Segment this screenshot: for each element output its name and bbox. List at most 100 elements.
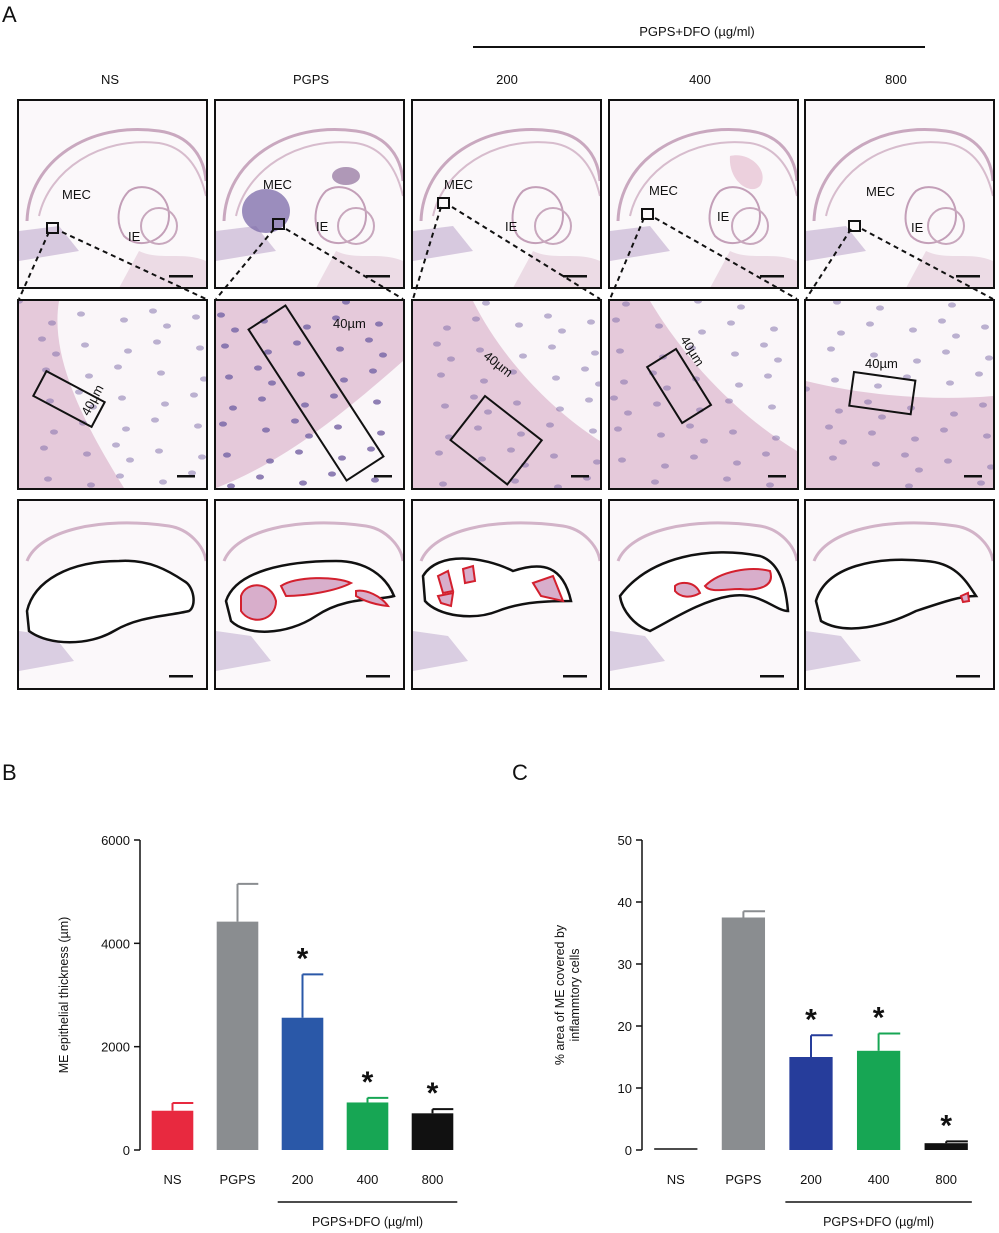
overview-image-pgps bbox=[214, 99, 405, 289]
scale-bar bbox=[169, 675, 193, 678]
x-tick-label: PGPS bbox=[725, 1172, 761, 1187]
ie-label-800: IE bbox=[911, 220, 924, 235]
y-tick-label: 0 bbox=[123, 1143, 130, 1158]
significance-star: * bbox=[805, 1003, 817, 1036]
x-axis-label: PGPS+DFO (µg/ml) bbox=[312, 1215, 423, 1229]
region-box bbox=[848, 220, 861, 232]
scale-bar bbox=[177, 475, 195, 478]
scale-bar bbox=[374, 475, 392, 478]
bar bbox=[924, 1143, 968, 1150]
scale-bar bbox=[768, 475, 786, 478]
scale-bar bbox=[563, 275, 587, 278]
significance-star: * bbox=[940, 1109, 952, 1142]
x-axis-label: PGPS+DFO (µg/ml) bbox=[823, 1215, 934, 1229]
x-tick-label: 800 bbox=[935, 1172, 957, 1187]
col-header-800: 800 bbox=[885, 72, 907, 87]
panel-label-a: A bbox=[2, 2, 17, 27]
scale-bar bbox=[956, 275, 980, 278]
y-tick-label: 4000 bbox=[101, 936, 130, 951]
zoom-image-ns bbox=[17, 299, 208, 490]
ie-label-200: IE bbox=[505, 219, 518, 234]
x-tick-label: 200 bbox=[292, 1172, 314, 1187]
y-tick-label: 40 bbox=[618, 895, 632, 910]
thickness-box bbox=[449, 394, 544, 486]
region-box bbox=[272, 218, 285, 230]
scale-bar bbox=[956, 675, 980, 678]
y-tick-label: 6000 bbox=[101, 833, 130, 848]
panel-a-group-line bbox=[473, 46, 925, 48]
measure-label-800: 40µm bbox=[865, 356, 898, 371]
ie-label-ns: IE bbox=[128, 229, 141, 244]
y-axis-label: ME epithelial thickness (µm) bbox=[57, 917, 71, 1074]
thickness-box bbox=[848, 370, 917, 416]
mec-label-800: MEC bbox=[866, 184, 895, 199]
significance-star: * bbox=[362, 1066, 374, 1099]
significance-star: * bbox=[427, 1077, 439, 1110]
y-tick-label: 50 bbox=[618, 833, 632, 848]
bar bbox=[216, 921, 259, 1150]
bar bbox=[721, 917, 766, 1150]
zoom-image-200 bbox=[411, 299, 602, 490]
y-axis-label: inflammtory cells bbox=[568, 948, 582, 1041]
ie-label-pgps: IE bbox=[316, 219, 329, 234]
chart-b: 0 2000 4000 6000 ME epithelial thickness (µm… bbox=[57, 833, 458, 1229]
panel-label-b: B bbox=[2, 760, 17, 785]
col-header-200: 200 bbox=[496, 72, 518, 87]
x-tick-label: 800 bbox=[422, 1172, 444, 1187]
outline-image-pgps bbox=[214, 499, 405, 690]
significance-star: * bbox=[297, 942, 309, 975]
outline-image-200 bbox=[411, 499, 602, 690]
y-tick-label: 30 bbox=[618, 957, 632, 972]
overview-image-800 bbox=[804, 99, 995, 289]
scale-bar bbox=[366, 275, 390, 278]
chart-c: 0 10 20 30 40 50 % area of ME covered by inflam… bbox=[553, 833, 972, 1229]
overview-image-400 bbox=[608, 99, 799, 289]
mec-label-200: MEC bbox=[444, 177, 473, 192]
bar bbox=[281, 1017, 324, 1150]
thickness-box bbox=[645, 347, 713, 425]
y-tick-label: 0 bbox=[625, 1143, 632, 1158]
scale-bar bbox=[571, 475, 589, 478]
ie-label-400: IE bbox=[717, 209, 730, 224]
mec-label-400: MEC bbox=[649, 183, 678, 198]
mec-label-pgps: MEC bbox=[263, 177, 292, 192]
col-header-400: 400 bbox=[689, 72, 711, 87]
thickness-box bbox=[31, 369, 107, 429]
outline-image-ns bbox=[17, 499, 208, 690]
significance-star: * bbox=[873, 1001, 885, 1034]
panel-label-c: C bbox=[512, 760, 528, 785]
x-tick-label: NS bbox=[163, 1172, 181, 1187]
y-axis-label: % area of ME covered by bbox=[553, 924, 567, 1065]
y-tick-label: 2000 bbox=[101, 1040, 130, 1055]
measure-label-pgps: 40µm bbox=[333, 316, 366, 331]
overview-image-200 bbox=[411, 99, 602, 289]
x-tick-label: 200 bbox=[800, 1172, 822, 1187]
zoom-connectors bbox=[18, 206, 994, 300]
zoom-image-pgps bbox=[214, 299, 405, 490]
y-tick-label: 10 bbox=[618, 1081, 632, 1096]
scale-bar bbox=[366, 675, 390, 678]
zoom-image-800 bbox=[804, 299, 995, 490]
x-tick-label: 400 bbox=[868, 1172, 890, 1187]
bar bbox=[151, 1110, 194, 1150]
bar bbox=[346, 1102, 389, 1150]
y-tick-label: 20 bbox=[618, 1019, 632, 1034]
region-box bbox=[437, 197, 450, 209]
outline-image-800 bbox=[804, 499, 995, 690]
panel-a-group-label: PGPS+DFO (µg/ml) bbox=[639, 24, 755, 39]
region-box bbox=[641, 208, 654, 220]
bar bbox=[411, 1113, 454, 1150]
outline-image-400 bbox=[608, 499, 799, 690]
scale-bar bbox=[760, 275, 784, 278]
col-header-ns: NS bbox=[100, 72, 120, 87]
region-box bbox=[46, 222, 59, 234]
x-tick-label: PGPS bbox=[219, 1172, 255, 1187]
scale-bar bbox=[563, 675, 587, 678]
bar bbox=[789, 1057, 833, 1150]
mec-label-ns: MEC bbox=[62, 187, 91, 202]
scale-bar bbox=[169, 275, 193, 278]
thickness-box bbox=[247, 304, 385, 482]
scale-bar bbox=[760, 675, 784, 678]
scale-bar bbox=[964, 475, 982, 478]
zoom-image-400 bbox=[608, 299, 799, 490]
